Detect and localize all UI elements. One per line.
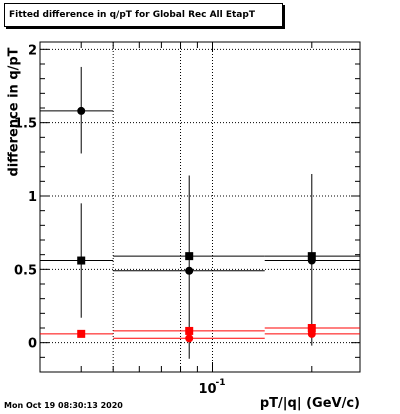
y-tick-label: 1.5 [14,117,37,132]
x-axis-label: pT/|q| (GeV/c) [259,396,360,411]
data-point-square [77,256,86,265]
chart-title: Fitted difference in q/pT for Global Rec… [9,10,255,20]
plot-frame [39,41,361,373]
y-tick-label: 1 [28,190,37,205]
y-axis-label: difference in q/pT [6,47,22,177]
timestamp: Mon Oct 19 08:30:13 2020 [4,401,123,410]
data-point-square [185,326,194,335]
x-tick-label-exponent: -1 [215,378,225,388]
data-point-circle [185,266,194,275]
y-tick-label: 2 [28,43,37,58]
y-tick-label: 0 [28,337,37,352]
x-tick-label-base: 10 [198,382,216,397]
data-point-square [307,324,316,332]
data-point-square [77,329,86,338]
data-point-circle [185,334,194,343]
chart-title-box: Fitted difference in q/pT for Global Rec… [4,3,283,27]
data-point-square [307,252,316,261]
data-point-circle [77,106,86,115]
data-point-square [185,252,194,261]
y-tick-label: 0.5 [14,263,37,278]
